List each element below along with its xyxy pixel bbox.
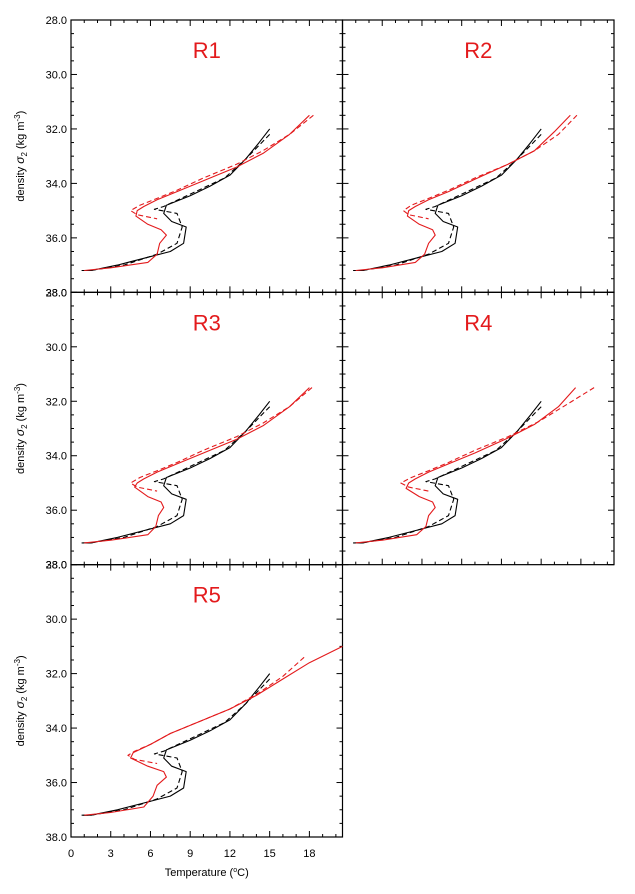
- y-tick-label: 34.0: [46, 723, 67, 735]
- panel-r4: R4: [341, 291, 615, 566]
- series-line-black-solid: [81, 128, 271, 272]
- panel-title: R2: [464, 38, 492, 63]
- panel-title: R3: [193, 310, 221, 335]
- x-tick-label: 18: [303, 848, 315, 860]
- x-tick-label: 15: [264, 848, 276, 860]
- panel-title: R4: [464, 310, 492, 335]
- y-tick-label: 34.0: [46, 451, 67, 463]
- x-tick-label: 9: [187, 848, 193, 860]
- y-tick-label: 36.0: [46, 505, 67, 517]
- series-line-black-dashed: [81, 678, 271, 816]
- x-tick-label: 3: [108, 848, 114, 860]
- y-axis-title: density σ2 (kg m-3): [13, 655, 29, 746]
- series-line-red-dashed: [130, 114, 314, 220]
- y-tick-label: 30.0: [46, 342, 67, 354]
- y-tick-label: 30.0: [46, 69, 67, 81]
- x-axis-title: Temperature (oC): [165, 867, 249, 879]
- x-tick-label: 12: [224, 848, 236, 860]
- panel-r3: 28.0 30.0 32.0 34.0 36.0 38.0 density σ2 (kg m…: [13, 287, 344, 572]
- panel-r5: 28.0 30.0 32.0 34.0 36.0 38.0 density σ2 (kg m…: [13, 560, 344, 844]
- series-line-red-solid: [355, 387, 577, 544]
- series-line-red-dashed: [402, 114, 578, 220]
- series-line-red-solid: [84, 114, 310, 272]
- y-tick-label: 36.0: [46, 778, 67, 790]
- series-line-black-solid: [81, 673, 271, 816]
- y-tick-label: 30.0: [46, 614, 67, 626]
- y-tick-label: 34.0: [46, 178, 67, 190]
- y-tick-label: 38.0: [46, 560, 67, 572]
- y-axis-title: density σ2 (kg m-3): [13, 383, 29, 474]
- series-line-black-solid: [81, 400, 271, 544]
- panel-title: R5: [193, 583, 221, 608]
- series-line-red-dashed: [127, 656, 305, 765]
- y-tick-label: 38.0: [46, 287, 67, 299]
- y-tick-label: 28.0: [46, 15, 67, 27]
- series-line-red-solid: [84, 387, 310, 544]
- y-tick-label: 32.0: [46, 396, 67, 408]
- series-line-red-dashed: [130, 387, 313, 492]
- panel-r2: R2: [341, 19, 615, 293]
- y-tick-label: 28.0: [46, 560, 67, 572]
- y-tick-label: 32.0: [46, 124, 67, 136]
- y-tick-label: 32.0: [46, 669, 67, 681]
- series-line-black-dashed: [81, 406, 271, 544]
- series-line-black-dashed: [353, 406, 542, 544]
- panel-r1: 28.0 30.0 32.0 34.0 36.0 38.0 density σ2 (kg m…: [13, 15, 344, 299]
- series-line-black-dashed: [353, 134, 542, 272]
- series-line-red-solid: [84, 645, 343, 816]
- x-tick-label: 0: [68, 848, 74, 860]
- panel-title: R1: [193, 38, 221, 63]
- series-line-red-dashed: [400, 387, 595, 492]
- x-tick-label: 6: [147, 848, 153, 860]
- series-line-black-solid: [353, 128, 542, 272]
- y-axis-title: density σ2 (kg m-3): [13, 111, 29, 202]
- y-tick-label: 36.0: [46, 233, 67, 245]
- y-tick-label: 28.0: [46, 287, 67, 299]
- series-line-black-dashed: [81, 134, 271, 272]
- y-tick-label: 38.0: [46, 832, 67, 844]
- series-line-black-solid: [353, 400, 542, 544]
